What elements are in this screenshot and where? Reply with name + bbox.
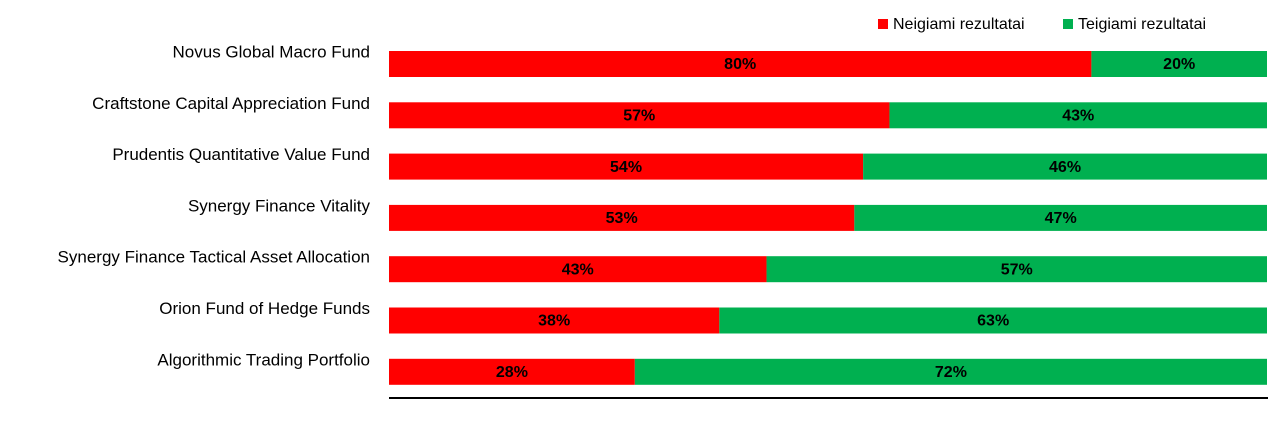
data-label: 57% [1001, 261, 1033, 278]
data-label: 53% [606, 210, 638, 227]
bar-segment [389, 153, 864, 180]
legend-swatch [1063, 19, 1073, 29]
category-label: Craftstone Capital Appreciation Fund [92, 94, 370, 113]
bar-segment [389, 307, 720, 334]
category-label: Synergy Finance Vitality [188, 196, 371, 215]
bar-segment [389, 256, 767, 283]
data-label: 20% [1163, 56, 1195, 73]
data-label: 54% [610, 159, 642, 176]
data-label: 57% [623, 108, 655, 125]
bar-segment [389, 102, 890, 129]
category-label: Prudentis Quantitative Value Fund [112, 145, 370, 164]
bar-segment [389, 358, 635, 385]
bar-segment [889, 102, 1267, 129]
data-label: 80% [724, 56, 756, 73]
legend-swatch [878, 19, 888, 29]
legend-label: Neigiami rezultatai [893, 16, 1025, 33]
bar-segment [863, 153, 1267, 180]
bar-segment [719, 307, 1267, 334]
data-label: 47% [1045, 210, 1077, 227]
data-label: 38% [538, 313, 570, 330]
category-label: Orion Fund of Hedge Funds [159, 299, 370, 318]
bar-segment [389, 51, 1092, 77]
data-label: 43% [562, 261, 594, 278]
data-label: 28% [496, 364, 528, 381]
data-label: 46% [1049, 159, 1081, 176]
bar-segment [766, 256, 1267, 283]
category-label: Synergy Finance Tactical Asset Allocatio… [58, 248, 370, 267]
bar-segment [854, 204, 1267, 231]
bar-segment [634, 358, 1267, 385]
legend-label: Teigiami rezultatai [1078, 16, 1206, 33]
bar-segment [1091, 51, 1267, 77]
data-label: 63% [977, 313, 1009, 330]
data-label: 43% [1062, 108, 1094, 125]
data-label: 72% [935, 364, 967, 381]
bar-segment [389, 204, 855, 231]
category-label: Algorithmic Trading Portfolio [157, 350, 370, 369]
category-label: Novus Global Macro Fund [173, 42, 370, 61]
